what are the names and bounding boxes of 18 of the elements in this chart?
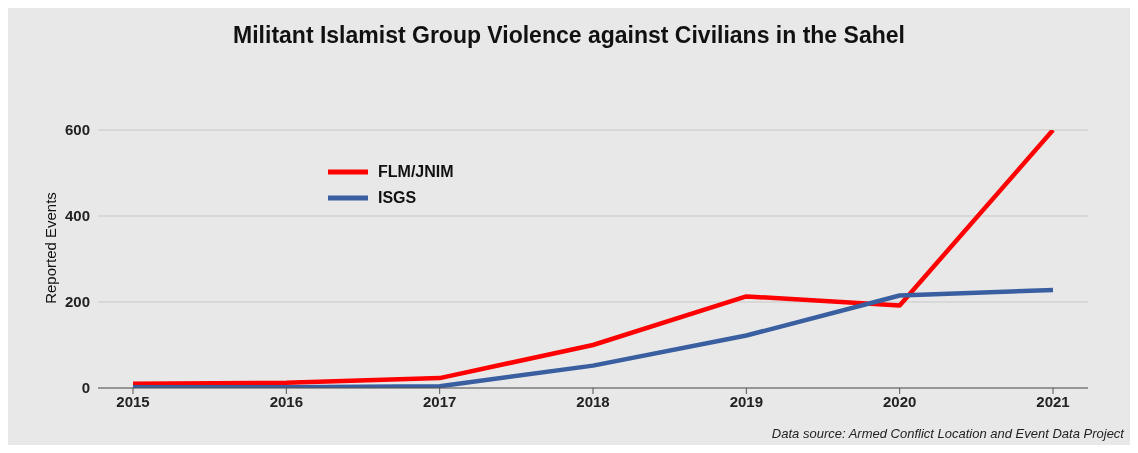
- x-tick-label: 2015: [116, 392, 150, 410]
- y-tick-label: 400: [64, 207, 90, 225]
- legend-label: ISGS: [378, 189, 417, 207]
- y-tick-label: 200: [64, 293, 90, 311]
- legend-label: FLM/JNIM: [378, 163, 454, 181]
- y-tick-label: 600: [64, 121, 90, 139]
- y-axis-title: Reported Events: [41, 192, 59, 304]
- x-tick-label: 2019: [729, 392, 764, 410]
- x-tick-label: 2017: [422, 392, 457, 410]
- x-tick-label: 2021: [1036, 392, 1070, 410]
- x-tick-label: 2020: [882, 392, 917, 410]
- y-tick-label: 0: [81, 379, 90, 397]
- line-series: [130, 130, 1056, 386]
- chart-title: Militant Islamist Group Violence against Civilians in the Sahel: [232, 22, 906, 49]
- x-tick-label: 2016: [269, 392, 304, 410]
- source-note: Data source: Armed Conflict Location and Event Data Project: [771, 426, 1124, 441]
- x-tick-label: 2018: [576, 392, 610, 410]
- line-series: [130, 287, 1056, 388]
